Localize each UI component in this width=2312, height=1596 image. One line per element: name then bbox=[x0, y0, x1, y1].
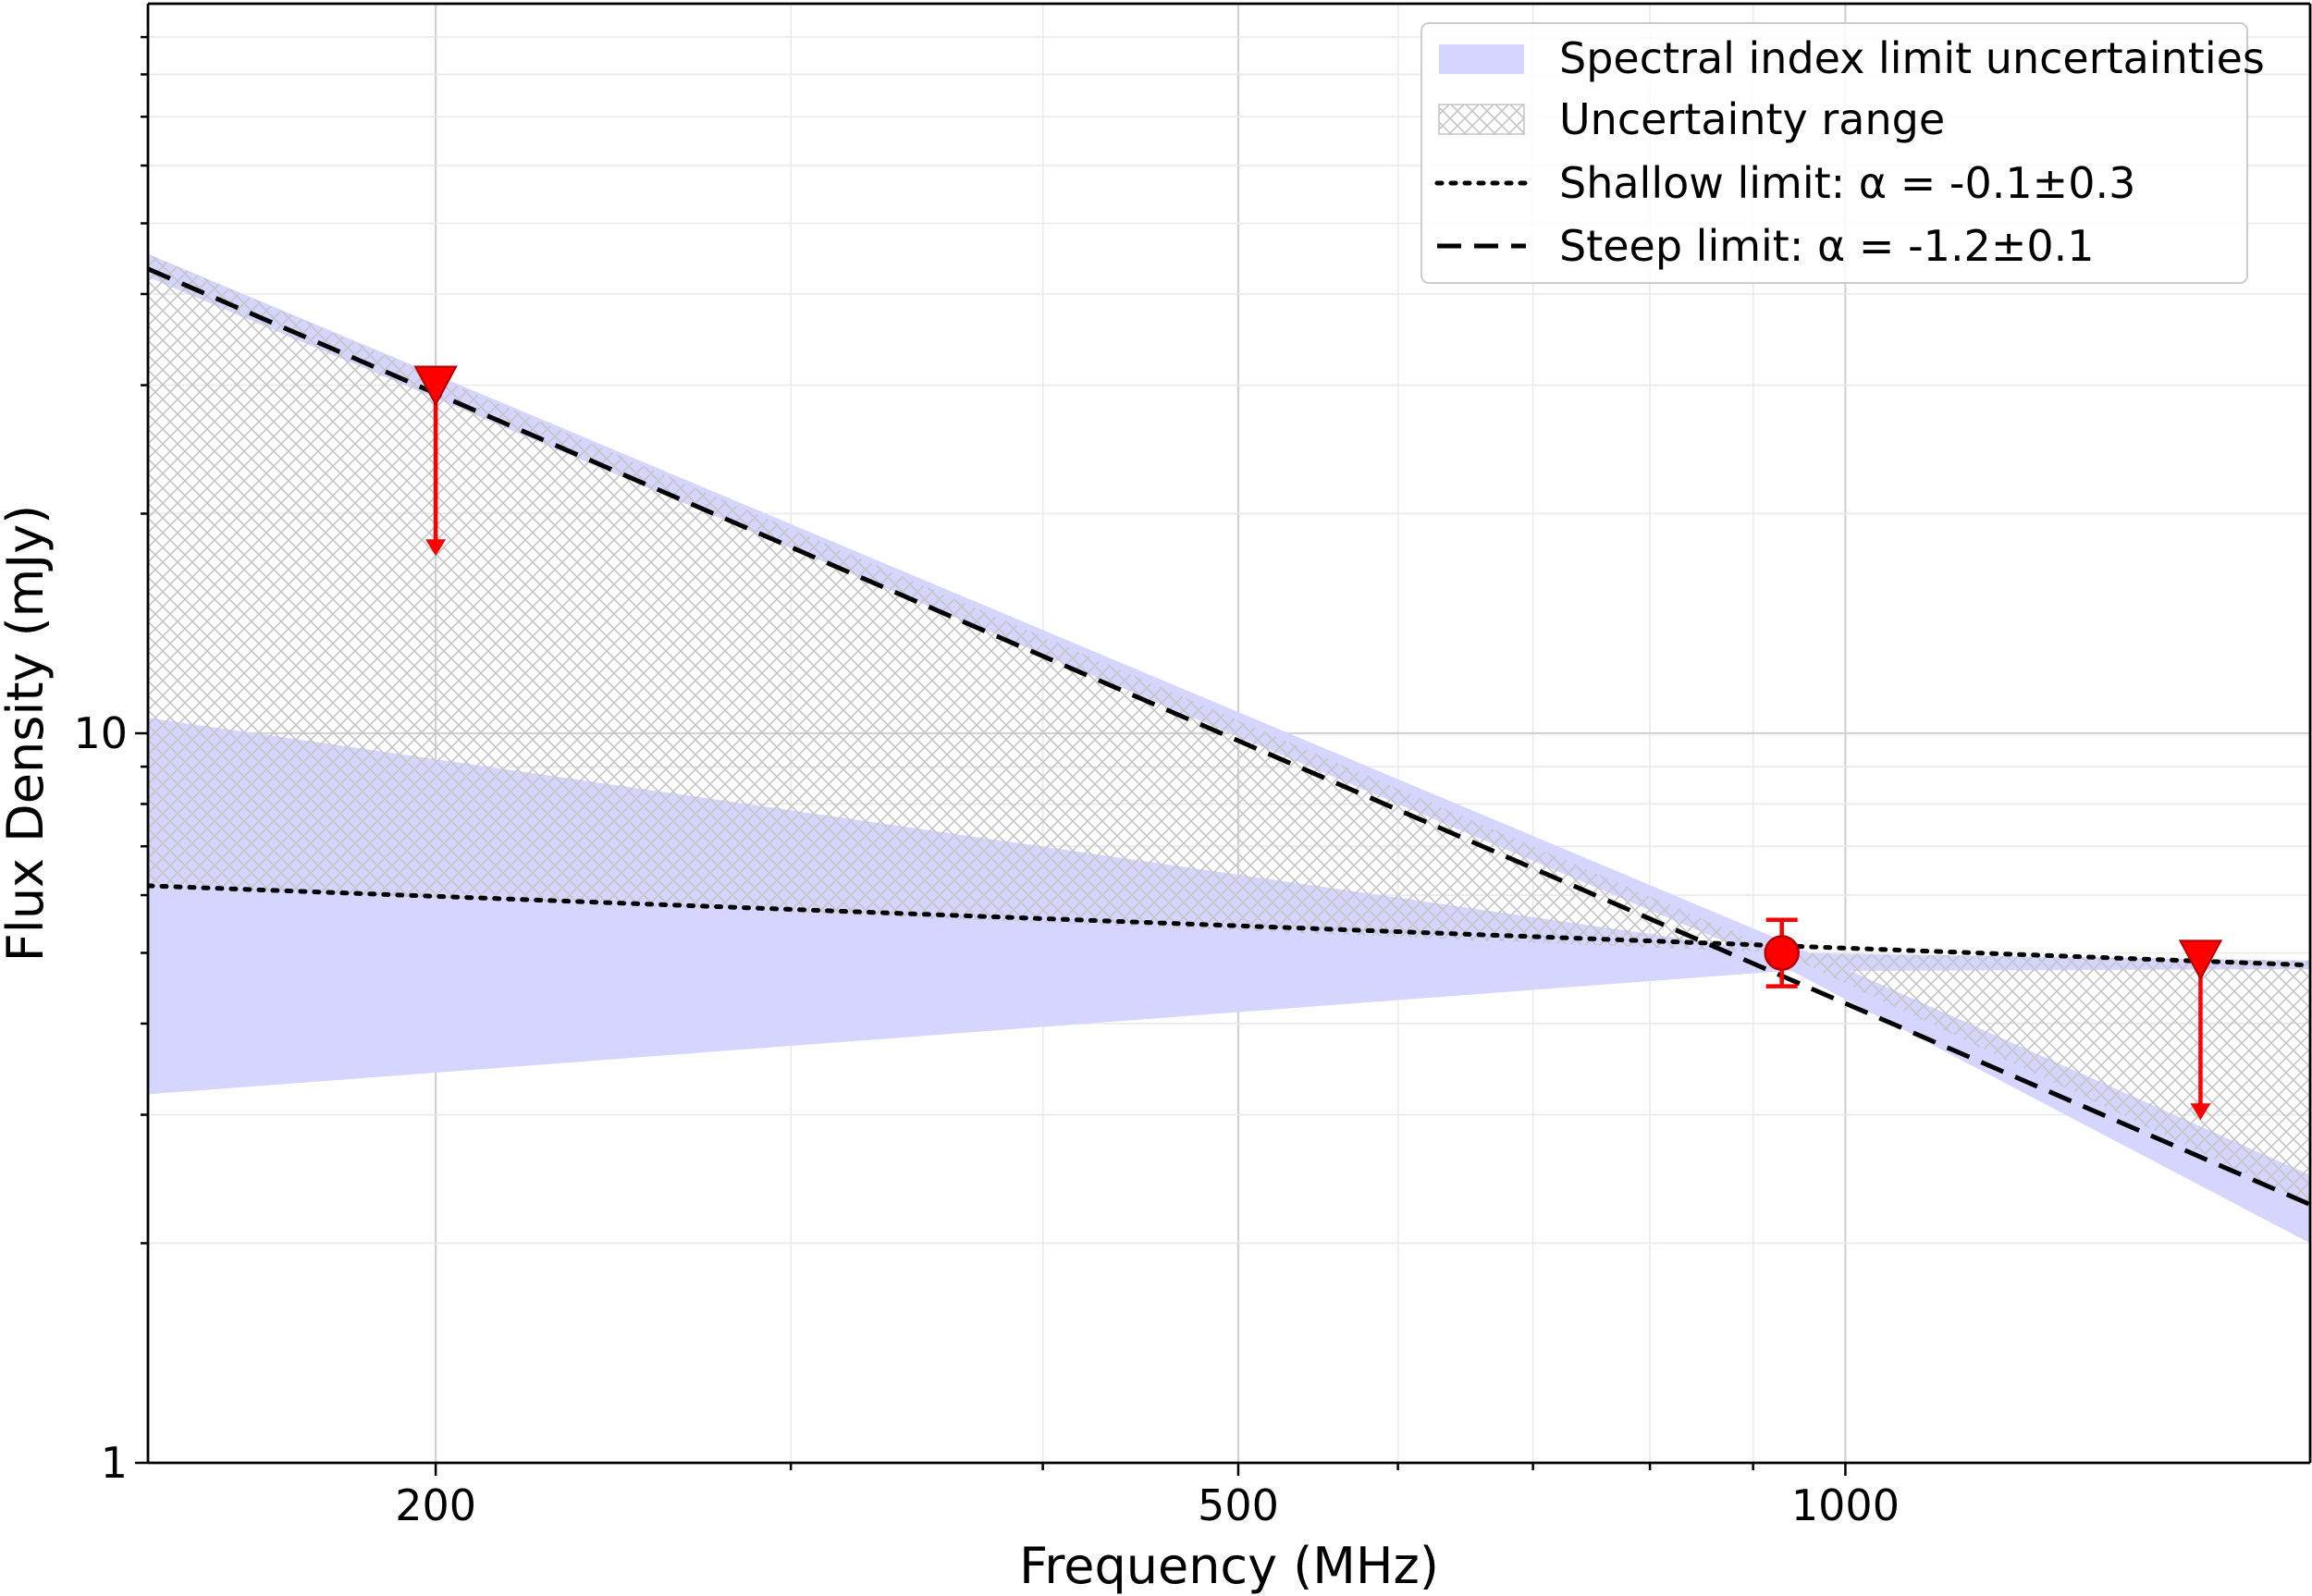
detection-marker bbox=[1764, 935, 1800, 971]
upper-limit-arrow-head bbox=[2190, 1103, 2211, 1121]
legend-label-uncertainties: Spectral index limit uncertainties bbox=[1559, 33, 2265, 83]
legend-label-range: Uncertainty range bbox=[1559, 94, 1945, 144]
spectral-limit-lines bbox=[148, 266, 2310, 1207]
shallow-limit-line bbox=[148, 883, 2310, 968]
axes bbox=[135, 2, 2312, 1476]
legend: Spectral index limit uncertainties Uncer… bbox=[1420, 22, 2265, 284]
y-axis-label: Flux Density (mJy) bbox=[0, 505, 55, 963]
x-tick-label: 200 bbox=[395, 1480, 476, 1530]
x-tick-label: 1000 bbox=[1791, 1480, 1900, 1530]
steep-limit-line bbox=[148, 266, 2310, 1207]
legend-swatch-uncertainties bbox=[1439, 44, 1524, 74]
uncertainty-bands bbox=[148, 253, 2310, 1244]
legend-label-shallow: Shallow limit: α = -0.1±0.3 bbox=[1559, 158, 2135, 208]
legend-label-steep: Steep limit: α = -1.2±0.1 bbox=[1559, 221, 2095, 271]
legend-frame bbox=[1420, 22, 2248, 284]
legend-swatch-range bbox=[1438, 104, 1525, 135]
upper-limit-marker bbox=[2178, 939, 2223, 981]
uncertainty-range-hatch bbox=[148, 253, 2310, 1205]
tick-labels: 200 500 1000 1 10 bbox=[73, 708, 1900, 1530]
upper-limit-marker bbox=[413, 365, 458, 407]
x-axis-label: Frequency (MHz) bbox=[1019, 1537, 1439, 1595]
x-tick-label: 500 bbox=[1198, 1480, 1279, 1530]
measurement-markers bbox=[413, 365, 2223, 1121]
upper-limit-arrow-head bbox=[425, 539, 447, 557]
y-tick-label: 10 bbox=[73, 708, 128, 758]
y-tick-label: 1 bbox=[101, 1438, 128, 1488]
